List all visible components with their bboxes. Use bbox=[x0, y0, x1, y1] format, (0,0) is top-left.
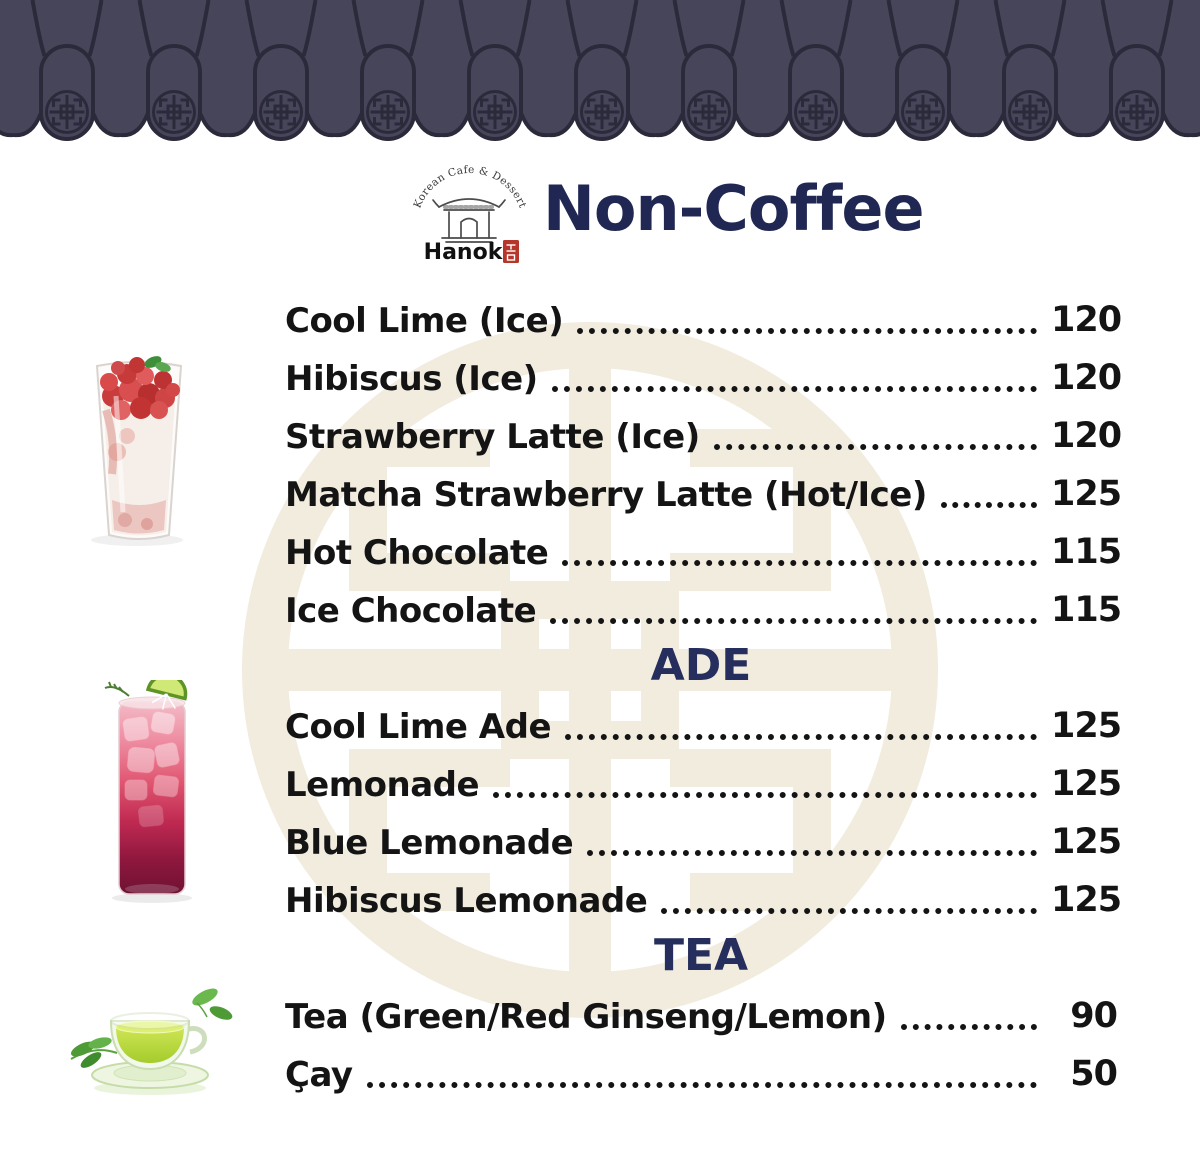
item-price: 125 bbox=[1051, 764, 1122, 804]
item-price: 115 bbox=[1051, 532, 1122, 572]
hanok-logo: Korean Cafe & Dessert Hanok bbox=[411, 164, 528, 265]
ice-cubes bbox=[122, 711, 180, 828]
dot-leader bbox=[577, 328, 1037, 334]
item-price: 120 bbox=[1051, 358, 1122, 398]
page-title: Non-Coffee bbox=[543, 172, 924, 245]
menu-item-row: Hot Chocolate 115 bbox=[285, 520, 1122, 578]
dot-leader bbox=[713, 444, 1037, 450]
item-name: Hot Chocolate bbox=[285, 533, 549, 573]
item-price: 125 bbox=[1051, 822, 1122, 862]
strawberry-latte-photo bbox=[91, 356, 183, 546]
dot-leader bbox=[940, 502, 1037, 508]
item-price: 125 bbox=[1051, 880, 1122, 920]
item-name: Strawberry Latte (Ice) bbox=[285, 417, 700, 457]
hanok-house-icon bbox=[432, 198, 506, 243]
dot-leader bbox=[550, 618, 1037, 624]
item-name: Lemonade bbox=[285, 765, 480, 805]
item-name: Hibiscus (Ice) bbox=[285, 359, 538, 399]
dot-leader bbox=[366, 1082, 1037, 1088]
item-name: Ice Chocolate bbox=[285, 591, 537, 631]
dot-leader bbox=[551, 386, 1037, 392]
menu-item-row: Cool Lime (Ice) 120 bbox=[285, 288, 1122, 346]
logo-tagline: Korean Cafe & Dessert bbox=[411, 164, 528, 210]
item-price: 115 bbox=[1051, 590, 1122, 630]
item-name: Cool Lime Ade bbox=[285, 707, 552, 747]
item-price: 125 bbox=[1051, 706, 1122, 746]
green-tea-photo bbox=[70, 988, 233, 1095]
tea-leaves-top-right bbox=[192, 988, 233, 1020]
logo-name: Hanok bbox=[424, 240, 504, 265]
mint-leaf-icon bbox=[144, 356, 171, 372]
red-seal-icon bbox=[503, 240, 519, 263]
item-price: 90 bbox=[1070, 996, 1118, 1036]
item-price: 120 bbox=[1051, 300, 1122, 340]
item-price: 120 bbox=[1051, 416, 1122, 456]
menu-item-row: Blue Lemonade 125 bbox=[285, 810, 1122, 868]
menu-item-row: Tea (Green/Red Ginseng/Lemon) 90 bbox=[285, 984, 1118, 1042]
menu-item-row: Hibiscus Lemonade 125 bbox=[285, 868, 1122, 926]
item-name: Matcha Strawberry Latte (Hot/Ice) bbox=[285, 475, 927, 515]
roof-tile-border bbox=[0, 0, 1200, 150]
menu-list: Cool Lime (Ice) 120 Hibiscus (Ice) 120 Straw… bbox=[285, 288, 1122, 1100]
item-name: Cool Lime (Ice) bbox=[285, 301, 564, 341]
dot-leader bbox=[493, 792, 1037, 798]
menu-item-row: Strawberry Latte (Ice) 120 bbox=[285, 404, 1122, 462]
dot-leader bbox=[900, 1024, 1037, 1030]
lime-wedge-icon bbox=[145, 680, 188, 710]
dot-leader bbox=[661, 908, 1037, 914]
dot-leader bbox=[565, 734, 1037, 740]
menu-item-row: Matcha Strawberry Latte (Hot/Ice) 125 bbox=[285, 462, 1122, 520]
item-price: 125 bbox=[1051, 474, 1122, 514]
menu-item-row: Lemonade 125 bbox=[285, 752, 1122, 810]
dot-leader bbox=[562, 560, 1037, 566]
item-name: Çay bbox=[285, 1055, 353, 1095]
item-price: 50 bbox=[1070, 1054, 1118, 1094]
item-name: Tea (Green/Red Ginseng/Lemon) bbox=[285, 997, 887, 1037]
section-header: TEA bbox=[653, 929, 749, 981]
item-name: Hibiscus Lemonade bbox=[285, 881, 648, 921]
menu-item-row: Hibiscus (Ice) 120 bbox=[285, 346, 1122, 404]
menu-item-row: Ice Chocolate 115 bbox=[285, 578, 1122, 636]
berry-ade-photo bbox=[104, 680, 192, 903]
thyme-sprig-icon bbox=[104, 681, 130, 697]
section-header: ADE bbox=[650, 639, 752, 691]
menu-item-row: Çay 50 bbox=[285, 1042, 1118, 1100]
menu-item-row: Cool Lime Ade 125 bbox=[285, 694, 1122, 752]
dot-leader bbox=[587, 850, 1037, 856]
item-name: Blue Lemonade bbox=[285, 823, 574, 863]
tea-leaves-left bbox=[70, 1037, 118, 1068]
